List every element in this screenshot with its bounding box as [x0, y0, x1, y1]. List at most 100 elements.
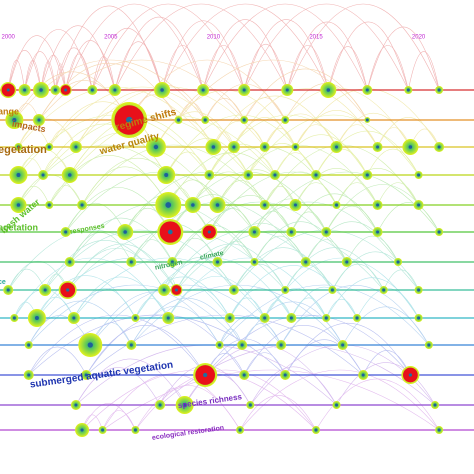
link-arc	[75, 90, 214, 148]
link-arc	[284, 247, 384, 291]
link-arc	[168, 276, 265, 319]
link-arc	[367, 148, 419, 176]
node-core	[238, 428, 242, 432]
node-core	[113, 88, 117, 92]
link-arc	[155, 111, 235, 148]
link-arc	[325, 205, 378, 233]
link-arc	[7, 229, 177, 291]
link-arc	[204, 314, 411, 376]
link-arc	[243, 325, 364, 376]
link-arc	[131, 297, 243, 346]
x-tick-label: 2020	[412, 35, 426, 41]
node-core	[218, 343, 222, 347]
link-arc	[65, 53, 93, 91]
node-core	[39, 88, 43, 92]
link-arc	[48, 185, 83, 206]
link-arc	[92, 56, 116, 91]
link-arc	[178, 102, 206, 121]
link-arc	[44, 240, 165, 291]
link-arc	[81, 157, 194, 206]
link-arc	[131, 239, 173, 263]
link-arc	[243, 43, 288, 91]
node-core	[66, 288, 70, 292]
node-core	[335, 203, 339, 207]
link-arc	[336, 167, 419, 206]
link-arc	[217, 241, 255, 263]
link-arc	[36, 275, 136, 319]
node-core	[158, 403, 162, 407]
link-arc	[325, 299, 358, 319]
link-arc	[102, 369, 440, 431]
node-core	[123, 230, 127, 234]
link-arc	[14, 257, 169, 319]
link-arc	[90, 291, 220, 346]
link-arc	[383, 269, 419, 291]
node-core	[43, 288, 47, 292]
link-arc	[377, 182, 419, 206]
node-core	[80, 428, 84, 432]
node-core	[72, 316, 76, 320]
node-core	[437, 230, 441, 234]
node-core	[433, 403, 437, 407]
link-arc	[305, 221, 399, 263]
node-core	[12, 118, 17, 122]
link-arc	[204, 338, 286, 376]
link-arc	[163, 229, 333, 291]
node-core	[361, 373, 365, 377]
node-core	[177, 118, 181, 122]
node-core	[408, 373, 413, 377]
link-arc	[336, 112, 411, 148]
link-arc	[332, 251, 419, 291]
cluster-label: climate	[199, 250, 224, 262]
link-arc	[356, 288, 419, 319]
link-arc	[73, 276, 169, 319]
node-core	[341, 343, 345, 347]
node-core	[129, 260, 133, 264]
link-arc	[243, 97, 286, 121]
node-core	[133, 428, 137, 432]
link-arc	[209, 143, 276, 176]
node-core	[345, 260, 349, 264]
link-arc	[65, 187, 171, 233]
link-arc	[168, 152, 296, 206]
link-arc	[254, 211, 292, 233]
link-arc	[248, 143, 317, 176]
link-arc	[55, 47, 93, 91]
node-core	[365, 118, 369, 122]
node-core	[376, 230, 380, 234]
link-arc	[362, 350, 411, 376]
link-arc	[129, 59, 286, 121]
link-arc	[69, 217, 173, 263]
node-core	[90, 88, 94, 92]
link-arc	[135, 385, 241, 431]
link-arc	[291, 286, 358, 319]
link-arc	[241, 301, 343, 346]
link-arc	[233, 263, 286, 291]
link-arc	[342, 306, 430, 346]
link-arc	[217, 180, 265, 206]
link-arc	[65, 203, 126, 233]
link-arc	[161, 3, 329, 91]
node-core	[6, 88, 10, 92]
link-arc	[202, 45, 245, 91]
node-core	[335, 145, 339, 149]
node-core	[165, 202, 172, 208]
node-core	[201, 88, 205, 92]
node-core	[133, 316, 137, 320]
node-core	[330, 288, 334, 292]
node-core	[174, 288, 178, 292]
link-arc	[7, 59, 25, 91]
link-arc	[92, 3, 245, 91]
node-core	[324, 230, 328, 234]
cluster-label: ange	[0, 106, 19, 116]
x-tick-label: 2000	[2, 35, 16, 41]
node-core	[68, 173, 72, 177]
link-arc	[286, 45, 329, 91]
node-core	[53, 88, 57, 92]
link-arc	[155, 118, 214, 148]
node-core	[129, 343, 133, 347]
node-core	[64, 230, 68, 234]
link-arc	[114, 16, 204, 91]
node-core	[427, 343, 431, 347]
link-arc	[209, 153, 249, 176]
